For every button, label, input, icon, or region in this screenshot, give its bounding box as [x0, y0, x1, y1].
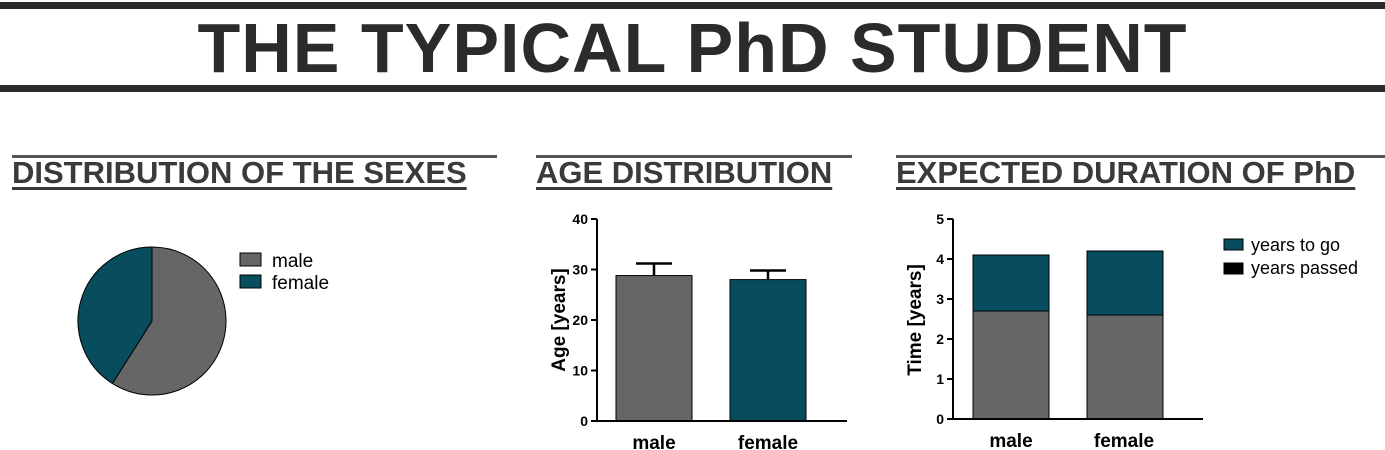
duration-tick-label: 3 [936, 291, 944, 307]
pie-slice-male [111, 246, 227, 396]
age-tick-label: 30 [572, 262, 588, 278]
age-tick-label: 40 [572, 211, 588, 227]
duration-tick-label: 2 [936, 331, 944, 347]
legend-swatch-years-passed [1223, 262, 1244, 275]
duration-tick-label: 4 [936, 251, 944, 267]
duration-x-label-male: male [989, 431, 1032, 450]
duration-x-label-female: female [1094, 431, 1154, 450]
duration-tick-label: 1 [936, 371, 944, 387]
age-bar-male [615, 275, 693, 422]
age-tick-label: 0 [580, 413, 588, 429]
duration-tick-label: 5 [936, 211, 944, 227]
legend-swatch-male [239, 252, 262, 267]
duration-bar-male-years-passed [972, 310, 1050, 420]
age-bars [615, 262, 807, 422]
duration-bar-female-years-to-go [1086, 250, 1164, 316]
legend-label-years-to-go: years to go [1251, 235, 1340, 255]
duration-bar-female-years-passed [1086, 314, 1164, 420]
legend-label-years-passed: years passed [1251, 258, 1358, 278]
legend-swatch-female [239, 274, 262, 289]
legend-label-female: female [272, 273, 329, 294]
duration-y-axis: 0 1 2 3 4 5 [936, 211, 1203, 427]
age-tick-label: 20 [572, 312, 588, 328]
age-section-title: AGE DISTRIBUTION [536, 155, 852, 191]
pie-slice-female [77, 246, 153, 385]
age-x-label-male: male [632, 433, 675, 450]
legend-label-male: male [272, 251, 313, 272]
sexes-section-title: DISTRIBUTION OF THE SEXES [12, 155, 497, 191]
duration-bar-male-years-to-go [972, 254, 1050, 312]
age-y-axis: 0 10 20 30 40 [572, 211, 847, 429]
duration-legend: years to go years passed [1223, 235, 1358, 278]
age-y-axis-label: Age [years] [549, 268, 570, 372]
age-tick-label: 10 [572, 363, 588, 379]
title-rule-top [0, 2, 1385, 9]
title-rule-bottom [0, 85, 1385, 92]
pie-legend: male female [239, 251, 329, 294]
legend-swatch-years-to-go [1223, 238, 1244, 251]
age-x-label-female: female [738, 433, 798, 450]
duration-tick-label: 0 [936, 411, 944, 427]
age-bar-female [729, 279, 807, 422]
pie-slices [77, 246, 227, 396]
duration-section-title: EXPECTED DURATION OF PhD [896, 155, 1385, 191]
page-title: THE TYPICAL PhD STUDENT [197, 9, 1188, 87]
duration-bars [972, 250, 1164, 420]
duration-y-axis-label: Time [years] [905, 264, 926, 376]
